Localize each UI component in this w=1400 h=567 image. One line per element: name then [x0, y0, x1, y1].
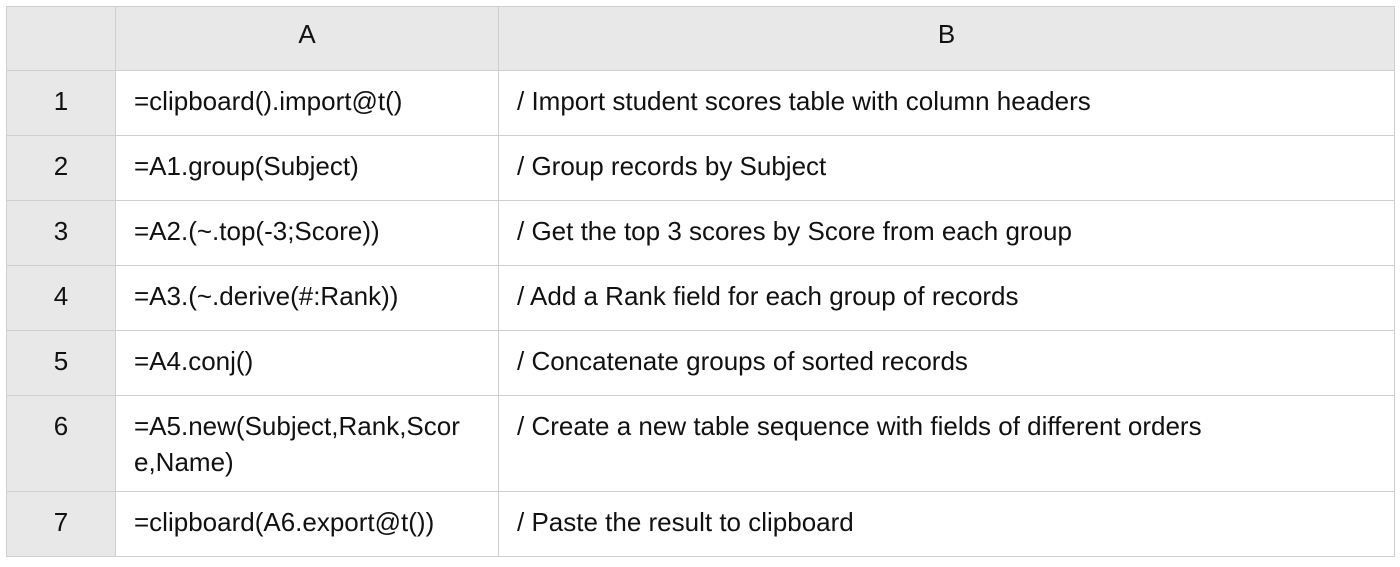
- table-row: 1 =clipboard().import@t() / Import stude…: [6, 70, 1395, 136]
- cell-b7[interactable]: / Paste the result to clipboard: [498, 491, 1395, 557]
- cell-a4[interactable]: =A3.(~.derive(#:Rank)): [115, 265, 499, 331]
- cell-b1[interactable]: / Import student scores table with colum…: [498, 70, 1395, 136]
- table-row: 4 =A3.(~.derive(#:Rank)) / Add a Rank fi…: [6, 265, 1395, 331]
- spreadsheet-grid: A B 1 =clipboard().import@t() / Import s…: [6, 6, 1395, 557]
- row-header-4[interactable]: 4: [6, 265, 116, 331]
- table-row: 5 =A4.conj() / Concatenate groups of sor…: [6, 330, 1395, 396]
- cell-a6[interactable]: =A5.new(Subject,Rank,Score,Name): [115, 395, 499, 492]
- column-header-a[interactable]: A: [115, 6, 499, 71]
- table-row: 2 =A1.group(Subject) / Group records by …: [6, 135, 1395, 201]
- cell-a7[interactable]: =clipboard(A6.export@t()): [115, 491, 499, 557]
- row-header-7[interactable]: 7: [6, 491, 116, 557]
- cell-a3[interactable]: =A2.(~.top(-3;Score)): [115, 200, 499, 266]
- row-header-6[interactable]: 6: [6, 395, 116, 492]
- table-row: 3 =A2.(~.top(-3;Score)) / Get the top 3 …: [6, 200, 1395, 266]
- table-row: 7 =clipboard(A6.export@t()) / Paste the …: [6, 491, 1395, 557]
- cell-a5[interactable]: =A4.conj(): [115, 330, 499, 396]
- row-header-2[interactable]: 2: [6, 135, 116, 201]
- corner-cell[interactable]: [6, 6, 116, 71]
- cell-b6[interactable]: / Create a new table sequence with field…: [498, 395, 1395, 492]
- row-header-5[interactable]: 5: [6, 330, 116, 396]
- table-row: 6 =A5.new(Subject,Rank,Score,Name) / Cre…: [6, 395, 1395, 492]
- cell-b4[interactable]: / Add a Rank field for each group of rec…: [498, 265, 1395, 331]
- cell-a1[interactable]: =clipboard().import@t(): [115, 70, 499, 136]
- row-header-1[interactable]: 1: [6, 70, 116, 136]
- column-header-b[interactable]: B: [498, 6, 1395, 71]
- cell-a2[interactable]: =A1.group(Subject): [115, 135, 499, 201]
- row-header-3[interactable]: 3: [6, 200, 116, 266]
- cell-b2[interactable]: / Group records by Subject: [498, 135, 1395, 201]
- column-header-row: A B: [6, 6, 1395, 71]
- cell-b3[interactable]: / Get the top 3 scores by Score from eac…: [498, 200, 1395, 266]
- cell-b5[interactable]: / Concatenate groups of sorted records: [498, 330, 1395, 396]
